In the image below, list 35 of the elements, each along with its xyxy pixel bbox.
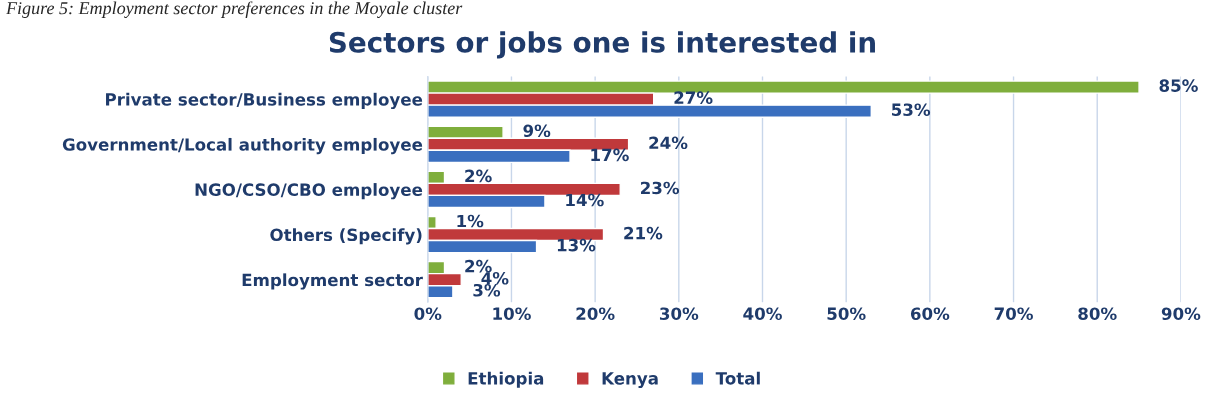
data-label: 17% <box>591 148 629 162</box>
x-tick-label: 10% <box>493 307 531 321</box>
data-label: 1% <box>457 214 484 228</box>
x-tick-label: 0% <box>414 307 442 321</box>
y-tick-label: Government/Local authority employee <box>62 137 423 155</box>
data-label: 13% <box>557 238 596 252</box>
legend-label: Kenya <box>602 372 658 388</box>
y-tick-label: Private sector/Business employee <box>106 92 423 110</box>
data-label: 53% <box>892 103 931 117</box>
x-tick-label: 80% <box>1078 307 1117 321</box>
y-tick-label: NGO/CSO/CBO employee <box>195 183 423 200</box>
y-tick-label: Others (Specify) <box>270 228 422 245</box>
x-tick-label: 30% <box>659 307 699 321</box>
data-label: 2% <box>465 259 492 273</box>
data-label: 3% <box>473 283 501 297</box>
data-label: 14% <box>566 193 604 207</box>
data-label: 4% <box>481 271 509 285</box>
data-label: 2% <box>465 169 492 183</box>
data-label: 24% <box>649 136 688 150</box>
x-tick-label: 70% <box>994 307 1033 321</box>
data-label: 21% <box>624 226 663 240</box>
chart-title: Sectors or jobs one is interested in <box>329 31 875 59</box>
legend-label: Total <box>715 371 760 385</box>
x-tick-label: 50% <box>827 307 866 321</box>
data-label: 27% <box>674 91 713 104</box>
data-label: 9% <box>523 124 551 138</box>
data-label: 23% <box>641 181 680 195</box>
caption: Figure 5: Employment sector preferences in the Moyale cluster <box>5 1 463 18</box>
y-tick-label: Employment sector <box>242 273 423 290</box>
x-tick-label: 90% <box>1161 307 1201 321</box>
x-tick-label: 60% <box>910 307 950 321</box>
data-label: 85% <box>1159 79 1198 92</box>
x-tick-label: 20% <box>576 307 615 321</box>
legend-label: Ethiopia <box>468 371 544 388</box>
x-tick-label: 40% <box>743 307 782 321</box>
